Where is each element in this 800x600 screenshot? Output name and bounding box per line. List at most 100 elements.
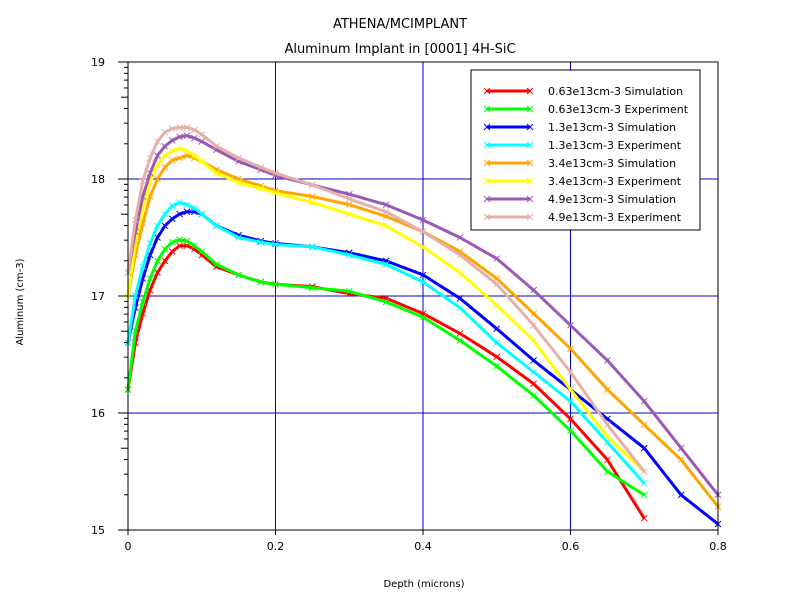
data-point [132,292,139,300]
x-tick-label-1: 0.2 [267,540,285,553]
series-line-3 [126,200,646,485]
data-point [168,147,176,155]
x-tick-label-4: 0.8 [709,540,727,553]
data-point [530,286,537,294]
data-point [146,154,154,162]
data-point [604,456,611,464]
data-point [456,304,464,312]
data-point [139,298,147,306]
data-point [640,468,648,475]
data-point [419,216,427,224]
data-point [493,280,501,288]
data-point [530,310,537,317]
data-point [132,327,139,335]
data-point [604,433,611,440]
data-point [191,152,198,159]
data-point [493,275,501,282]
data-point [530,321,537,329]
legend-label: 4.9e13cm-3 Simulation [548,193,676,206]
data-point [176,236,183,244]
chart-title: ATHENA/MCIMPLANT [333,17,467,32]
data-point [176,154,183,162]
data-point [309,193,316,200]
data-point [419,278,427,286]
legend-entry-2: 1.3e13cm-3 Simulation [483,121,676,134]
legend-entry-4: 3.4e13cm-3 Simulation [483,157,676,170]
data-point [146,193,154,200]
data-point [419,271,427,279]
data-point [257,185,265,192]
plot-series [124,124,722,528]
data-point [530,380,537,388]
data-point [161,257,169,265]
data-point [345,210,353,218]
data-point [640,397,648,405]
data-point [604,468,611,475]
data-point [456,269,464,276]
data-point [191,134,198,142]
data-point [604,356,611,364]
data-point [345,251,353,259]
data-point [567,386,574,393]
data-point [530,337,537,344]
data-point [198,158,206,165]
data-point [168,202,176,210]
data-point [493,362,501,370]
data-point [191,204,198,212]
series-0 [124,242,648,522]
data-point [154,257,161,265]
data-point [154,175,161,183]
data-point [382,201,390,209]
data-point [198,131,206,138]
data-point [168,215,176,223]
axes: 0 0.2 0.4 0.6 0.8 15 16 17 18 19 [91,56,727,553]
data-point [146,169,154,177]
legend-label: 1.3e13cm-3 Simulation [548,121,676,134]
legend-label: 4.9e13cm-3 Experiment [548,211,682,224]
data-point [456,294,464,302]
data-point [272,169,279,177]
data-point [161,163,169,171]
data-point [161,222,169,230]
legend-entry-0: 0.63e13cm-3 Simulation [483,85,683,98]
data-point [198,248,206,255]
data-point [168,137,176,144]
data-point [493,353,501,361]
legend-entry-7: 4.9e13cm-3 Experiment [483,211,682,224]
data-point [257,278,265,286]
data-point [183,147,191,155]
data-point [456,234,464,241]
legend: 0.63e13cm-3 Simulation 0.63e13cm-3 Experi… [470,69,701,231]
legend-entry-1: 0.63e13cm-3 Experiment [483,103,689,116]
data-point [139,263,147,271]
data-point [530,356,537,364]
data-point [677,491,685,499]
data-point [345,287,353,295]
data-point [567,397,574,405]
legend-label: 1.3e13cm-3 Experiment [548,139,682,152]
data-point [183,208,191,216]
data-point [213,169,220,177]
data-point [640,421,648,429]
data-point [235,179,242,186]
data-point [257,163,265,171]
data-point [183,201,191,209]
data-point [213,142,220,150]
data-point [154,222,161,230]
data-point [191,242,198,250]
series-7 [124,124,648,475]
data-point [168,125,176,133]
data-point [419,228,427,236]
data-point [309,243,316,251]
data-point [493,302,501,309]
y-tick-label-1: 16 [91,407,105,420]
data-point [168,248,176,255]
data-point [176,133,183,141]
y-tick-label-4: 19 [91,56,105,69]
data-point [640,514,648,522]
data-point [154,269,161,276]
series-line-0 [126,244,646,520]
y-tick-label-3: 18 [91,173,105,186]
data-point [640,479,648,487]
data-point [640,491,648,499]
